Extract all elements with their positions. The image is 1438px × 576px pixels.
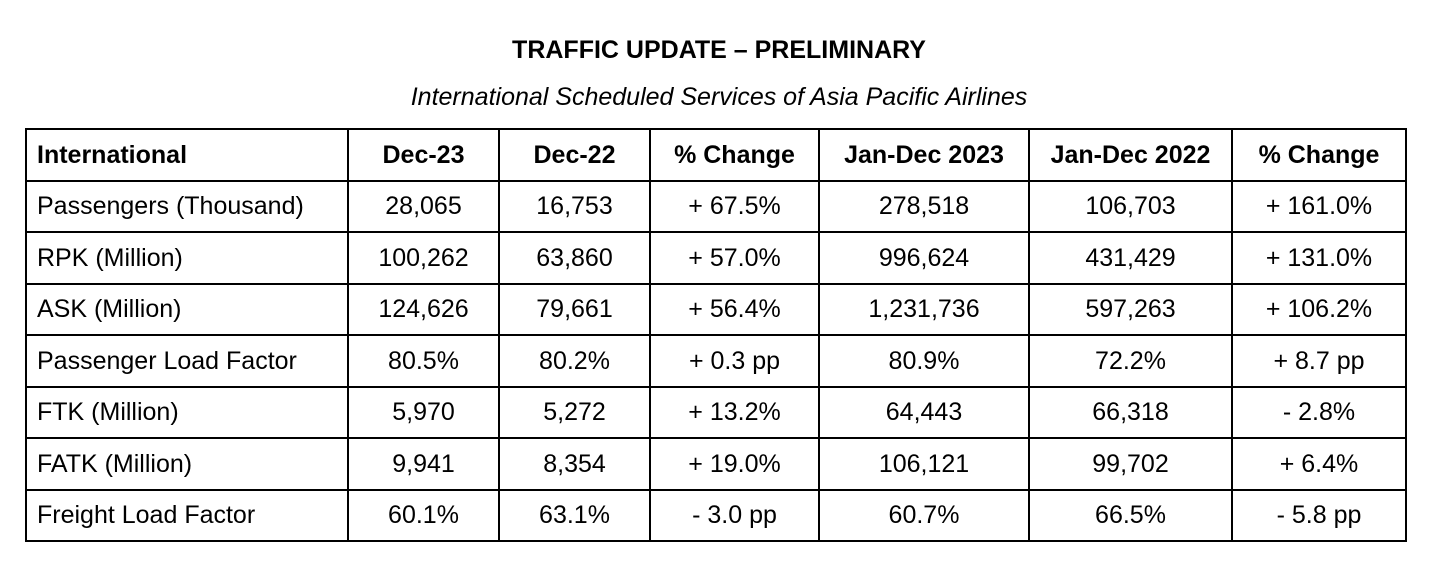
row-label: FTK (Million) xyxy=(25,385,349,439)
table-cell: 63.1% xyxy=(498,488,651,542)
table-cell: 80.9% xyxy=(818,334,1030,388)
table-cell: - 2.8% xyxy=(1231,385,1407,439)
row-label: RPK (Million) xyxy=(25,231,349,285)
table-cell: 60.1% xyxy=(347,488,500,542)
table-cell: 106,703 xyxy=(1028,179,1233,233)
table-cell: 63,860 xyxy=(498,231,651,285)
table-cell: + 6.4% xyxy=(1231,437,1407,491)
row-label: FATK (Million) xyxy=(25,437,349,491)
header-cell-dec-23: Dec-23 xyxy=(347,128,500,182)
row-label: Passengers (Thousand) xyxy=(25,179,349,233)
table-cell: 64,443 xyxy=(818,385,1030,439)
table-cell: + 19.0% xyxy=(649,437,820,491)
table-cell: + 13.2% xyxy=(649,385,820,439)
table-row: Freight Load Factor 60.1% 63.1% - 3.0 pp… xyxy=(25,488,1407,542)
table-row: FATK (Million) 9,941 8,354 + 19.0% 106,1… xyxy=(25,437,1407,491)
header-cell-dec-22: Dec-22 xyxy=(498,128,651,182)
table-cell: 597,263 xyxy=(1028,282,1233,336)
table-cell: - 5.8 pp xyxy=(1231,488,1407,542)
table-cell: + 161.0% xyxy=(1231,179,1407,233)
header-cell-annual-change: % Change xyxy=(1231,128,1407,182)
table-cell: 72.2% xyxy=(1028,334,1233,388)
table-cell: 106,121 xyxy=(818,437,1030,491)
table-cell: 100,262 xyxy=(347,231,500,285)
table-cell: 79,661 xyxy=(498,282,651,336)
header-cell-metric: International xyxy=(25,128,349,182)
table-cell: 8,354 xyxy=(498,437,651,491)
table-cell: 431,429 xyxy=(1028,231,1233,285)
table-row: Passengers (Thousand) 28,065 16,753 + 67… xyxy=(25,179,1407,233)
table-cell: 60.7% xyxy=(818,488,1030,542)
traffic-table: International Dec-23 Dec-22 % Change Jan… xyxy=(25,128,1407,542)
header-cell-monthly-change: % Change xyxy=(649,128,820,182)
table-cell: + 67.5% xyxy=(649,179,820,233)
row-label: Freight Load Factor xyxy=(25,488,349,542)
row-label: Passenger Load Factor xyxy=(25,334,349,388)
table-row: Passenger Load Factor 80.5% 80.2% + 0.3 … xyxy=(25,334,1407,388)
table-cell: 28,065 xyxy=(347,179,500,233)
table-cell: - 3.0 pp xyxy=(649,488,820,542)
header-cell-jan-dec-2023: Jan-Dec 2023 xyxy=(818,128,1030,182)
table-cell: 16,753 xyxy=(498,179,651,233)
table-cell: + 56.4% xyxy=(649,282,820,336)
row-label: ASK (Million) xyxy=(25,282,349,336)
table-cell: 66,318 xyxy=(1028,385,1233,439)
table-cell: 1,231,736 xyxy=(818,282,1030,336)
table-cell: + 106.2% xyxy=(1231,282,1407,336)
table-cell: 996,624 xyxy=(818,231,1030,285)
table-cell: + 131.0% xyxy=(1231,231,1407,285)
report-subtitle: International Scheduled Services of Asia… xyxy=(410,83,1028,111)
table-cell: 99,702 xyxy=(1028,437,1233,491)
table-cell: 80.2% xyxy=(498,334,651,388)
table-cell: + 57.0% xyxy=(649,231,820,285)
table-row: RPK (Million) 100,262 63,860 + 57.0% 996… xyxy=(25,231,1407,285)
table-cell: 66.5% xyxy=(1028,488,1233,542)
table-row: FTK (Million) 5,970 5,272 + 13.2% 64,443… xyxy=(25,385,1407,439)
table-cell: + 0.3 pp xyxy=(649,334,820,388)
table-cell: 278,518 xyxy=(818,179,1030,233)
table-cell: 124,626 xyxy=(347,282,500,336)
table-cell: 9,941 xyxy=(347,437,500,491)
table-row: ASK (Million) 124,626 79,661 + 56.4% 1,2… xyxy=(25,282,1407,336)
table-cell: 5,970 xyxy=(347,385,500,439)
table-header: International Dec-23 Dec-22 % Change Jan… xyxy=(25,128,1407,182)
table-cell: 80.5% xyxy=(347,334,500,388)
table-cell: + 8.7 pp xyxy=(1231,334,1407,388)
table-body: Passengers (Thousand) 28,065 16,753 + 67… xyxy=(25,179,1407,542)
report-title: TRAFFIC UPDATE – PRELIMINARY xyxy=(512,36,926,64)
header-cell-jan-dec-2022: Jan-Dec 2022 xyxy=(1028,128,1233,182)
header-row: International Dec-23 Dec-22 % Change Jan… xyxy=(25,128,1407,182)
table-cell: 5,272 xyxy=(498,385,651,439)
